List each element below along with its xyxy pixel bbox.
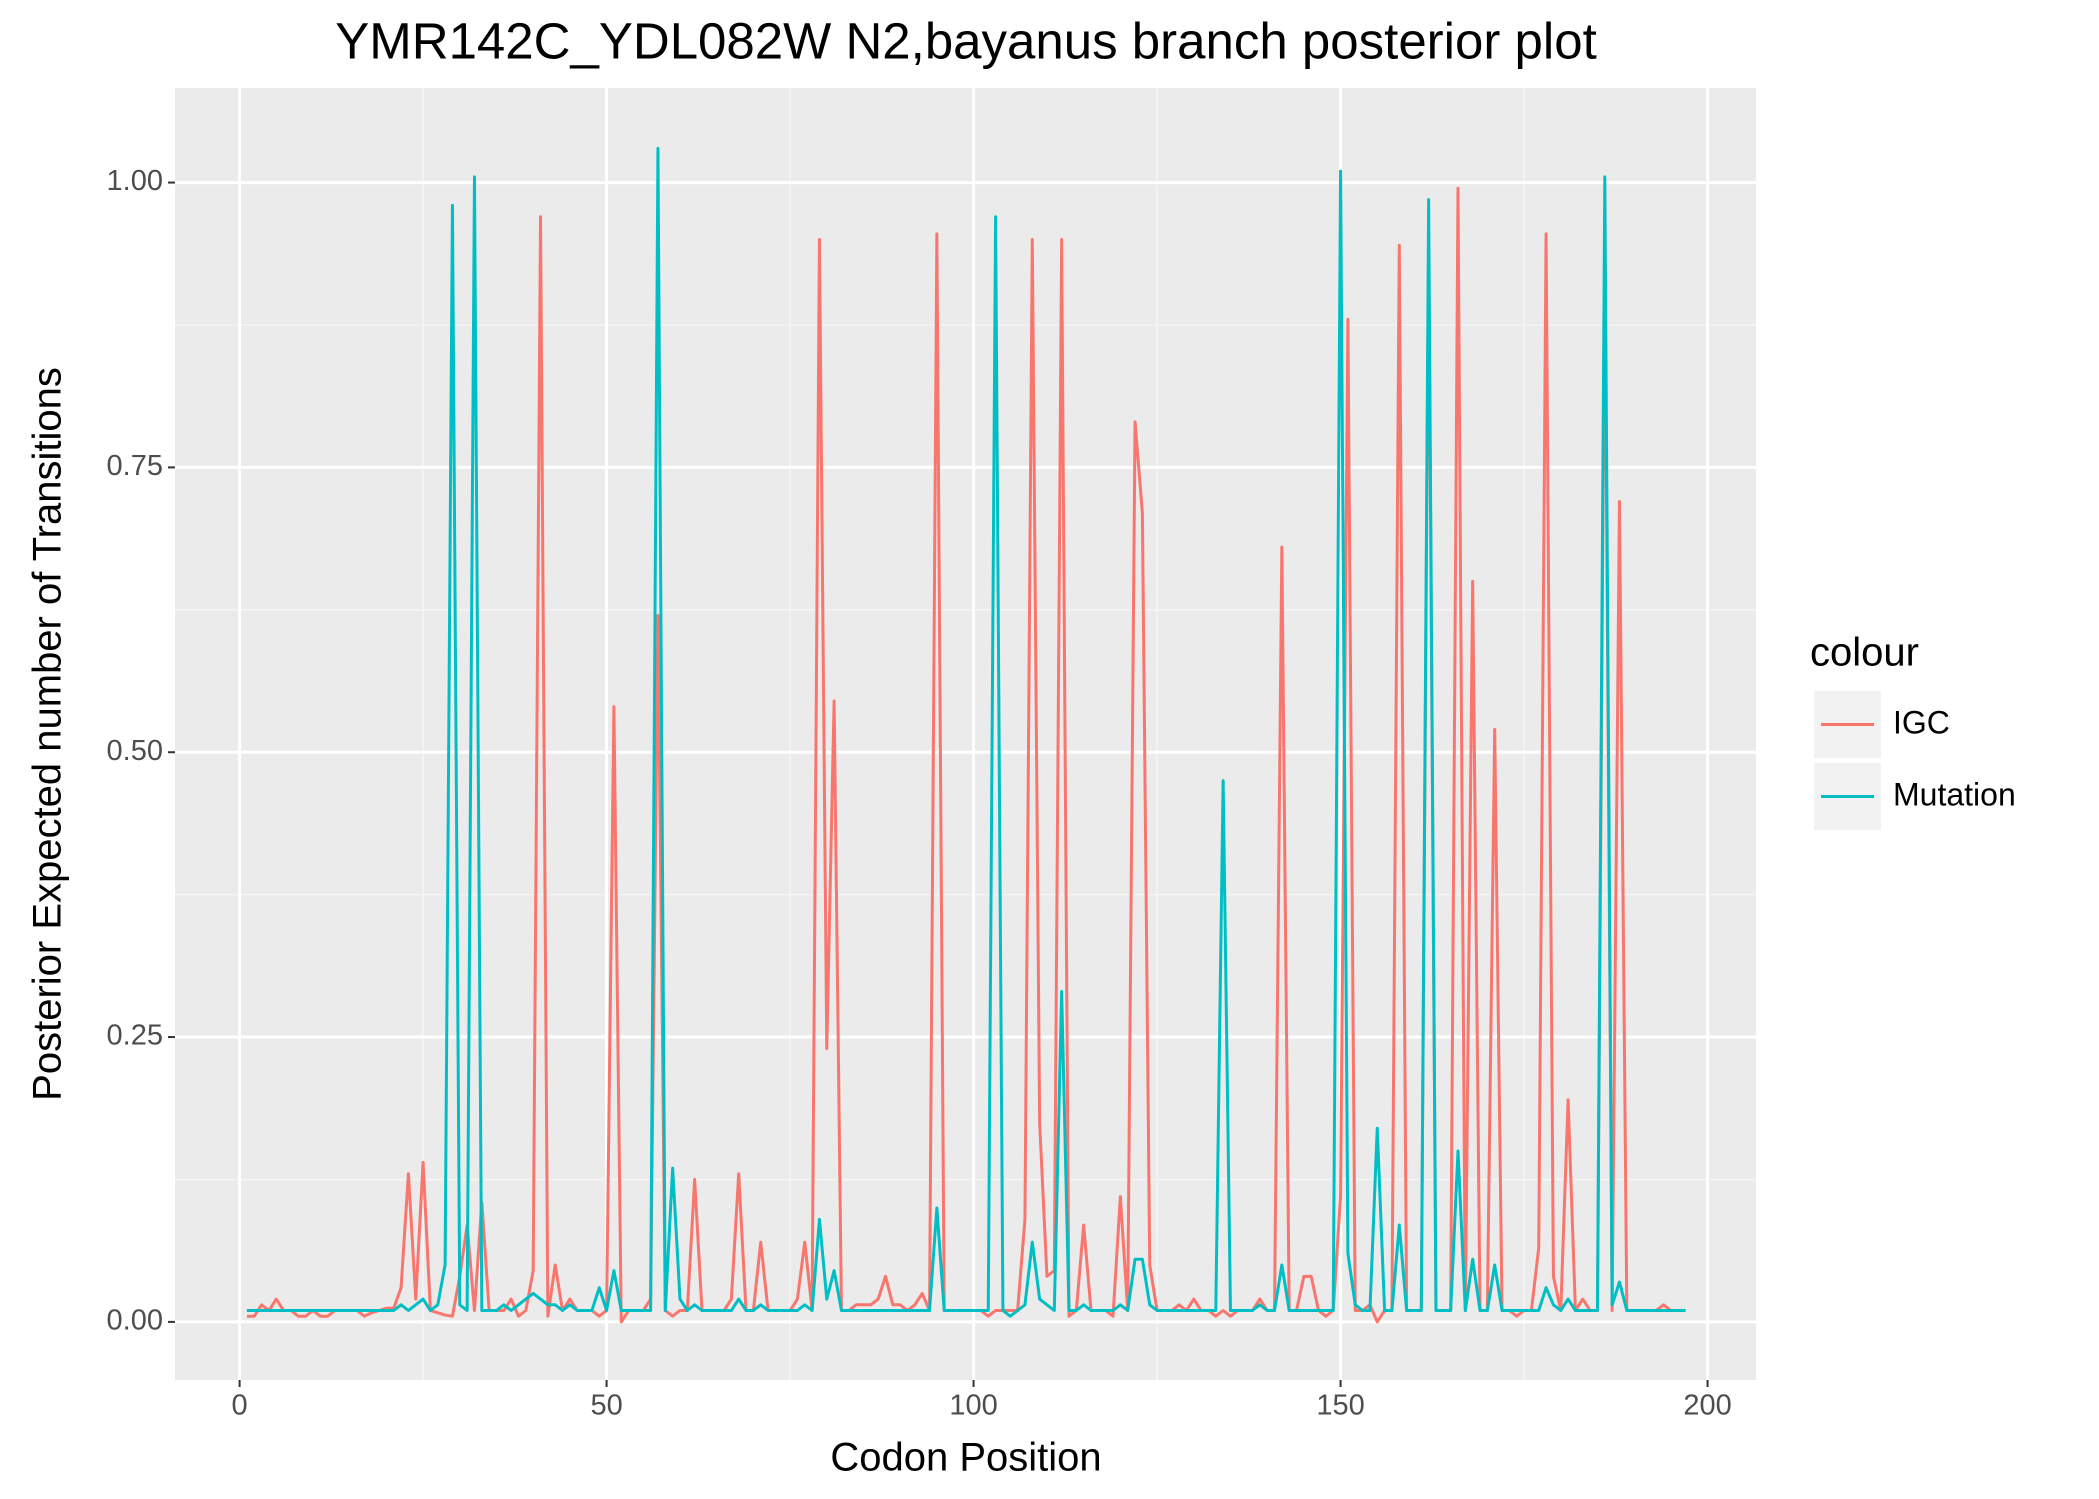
chart-title: YMR142C_YDL082W N2,bayanus branch poster… xyxy=(335,12,1597,69)
legend-title: colour xyxy=(1810,631,1919,675)
y-tick-label: 0.75 xyxy=(107,450,163,482)
y-tick-label: 0.25 xyxy=(107,1020,163,1052)
x-tick-label: 50 xyxy=(590,1390,622,1422)
y-tick-label: 0.00 xyxy=(107,1305,163,1337)
legend-label: Mutation xyxy=(1893,776,2016,812)
x-tick-label: 200 xyxy=(1683,1390,1731,1422)
x-tick-label: 0 xyxy=(232,1390,248,1422)
x-axis-title: Codon Position xyxy=(830,1436,1101,1480)
x-tick-label: 150 xyxy=(1316,1390,1364,1422)
y-tick-label: 1.00 xyxy=(107,165,163,197)
legend-label: IGC xyxy=(1893,704,1950,740)
series-line xyxy=(246,146,1686,1318)
y-axis-title: Posterior Expected number of Transitions xyxy=(26,367,70,1101)
plot-panel xyxy=(175,88,1756,1380)
y-tick-label: 0.50 xyxy=(107,735,163,767)
x-tick-label: 100 xyxy=(949,1390,997,1422)
